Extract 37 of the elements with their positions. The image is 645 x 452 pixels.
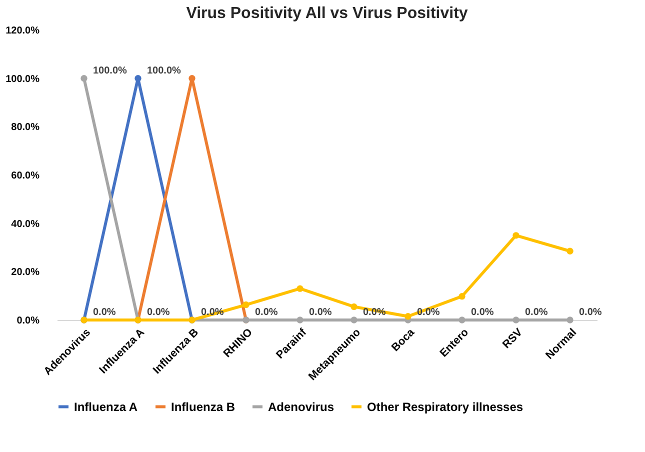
y-tick-label: 40.0% — [11, 218, 40, 230]
point — [134, 74, 142, 82]
point — [80, 74, 88, 82]
point — [458, 292, 466, 300]
point — [350, 303, 358, 310]
point — [296, 316, 304, 324]
y-tick-label: 80.0% — [11, 122, 40, 134]
point — [350, 316, 358, 324]
data-label: 0.0% — [147, 307, 170, 318]
data-label: 0.0% — [255, 307, 278, 318]
data-label: 100.0% — [93, 65, 128, 76]
data-label: 0.0% — [471, 307, 494, 318]
point — [512, 316, 520, 324]
data-label: 0.0% — [417, 307, 440, 318]
legend-label: Influenza B — [171, 400, 236, 414]
point — [458, 316, 466, 324]
y-tick-label: 100.0% — [6, 74, 40, 85]
data-label: 0.0% — [525, 307, 548, 318]
y-tick-label: 60.0% — [11, 170, 40, 182]
data-label: 0.0% — [93, 307, 116, 318]
y-tick-label: 0.0% — [16, 316, 40, 326]
point — [512, 232, 520, 239]
data-label: 0.0% — [309, 307, 332, 318]
point — [296, 285, 304, 292]
point — [188, 74, 196, 82]
point — [566, 316, 574, 324]
point — [404, 313, 412, 320]
data-label: 100.0% — [147, 65, 182, 76]
legend-label: Influenza A — [74, 400, 138, 414]
chart-title: Virus Positivity All vs Virus Positivity — [186, 5, 468, 22]
point — [242, 301, 250, 308]
y-tick-label: 20.0% — [11, 267, 40, 278]
point — [566, 248, 574, 254]
legend-label: Other Respiratory illnesses — [367, 400, 524, 414]
legend-label: Adenovirus — [268, 400, 334, 414]
y-tick-label: 120.0% — [6, 26, 40, 36]
data-label: 0.0% — [579, 307, 602, 318]
